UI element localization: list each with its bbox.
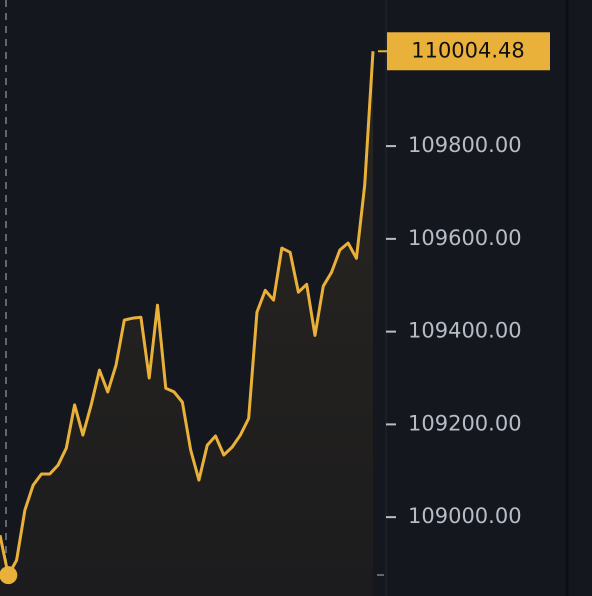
area: [0, 51, 373, 596]
price-label: 110004.48: [411, 38, 525, 62]
y-tick-label: 109400.00: [408, 319, 522, 343]
price-label-box: [387, 32, 550, 71]
crosshair-point: [0, 566, 18, 585]
y-tick-label: 109800.00: [408, 133, 522, 157]
price-line: [0, 51, 375, 577]
y-tick-label: 109600.00: [408, 226, 522, 250]
y-tick-label: 109000.00: [408, 504, 522, 528]
y-tick-label: 109200.00: [408, 411, 522, 435]
